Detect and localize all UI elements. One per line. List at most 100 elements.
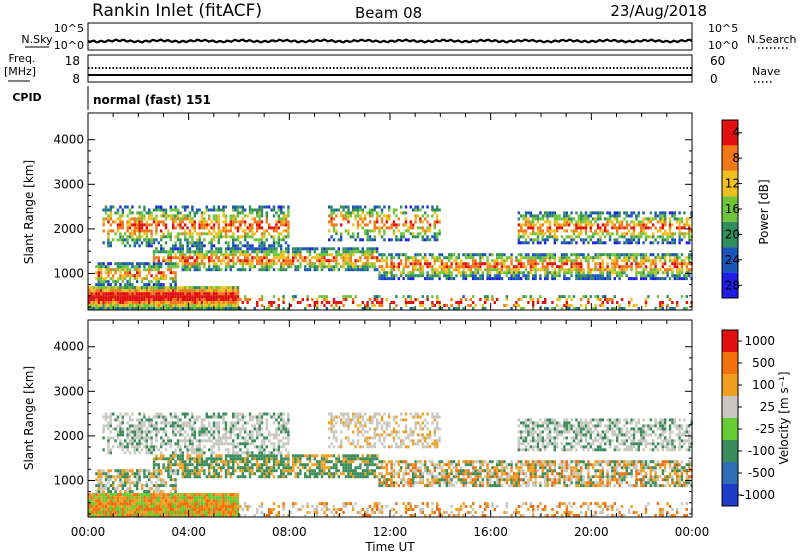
power-cell xyxy=(380,274,384,278)
power-cell xyxy=(102,223,105,227)
power-cell xyxy=(640,259,643,263)
power-cell xyxy=(596,226,600,230)
power-cell xyxy=(438,253,441,257)
power-cell xyxy=(517,241,520,245)
velocity-cell xyxy=(222,460,225,464)
power-cell xyxy=(193,244,196,248)
velocity-cell xyxy=(121,475,124,479)
power-cell xyxy=(176,211,180,215)
power-cell xyxy=(527,226,530,230)
power-cell xyxy=(114,280,117,284)
power-cell xyxy=(433,235,436,239)
power-cell xyxy=(114,286,117,290)
power-cell xyxy=(143,217,146,221)
velocity-cell xyxy=(164,484,168,488)
power-cell xyxy=(493,301,496,304)
power-cell xyxy=(378,253,381,257)
power-cell xyxy=(486,268,489,272)
power-cell xyxy=(582,295,585,299)
power-cell xyxy=(661,232,664,236)
power-cell xyxy=(460,262,463,266)
power-cell xyxy=(162,208,165,212)
power-cell xyxy=(109,298,112,301)
power-cell xyxy=(505,268,508,272)
velocity-cell xyxy=(193,472,196,476)
power-cell xyxy=(229,247,232,251)
velocity-cell xyxy=(196,508,199,511)
power-cell xyxy=(260,235,264,239)
power-cell xyxy=(436,235,439,239)
power-cell xyxy=(126,268,129,272)
velocity-cell xyxy=(208,502,211,506)
power-cell xyxy=(532,304,535,307)
power-cell xyxy=(150,268,153,272)
power-cell xyxy=(426,274,429,278)
power-cell xyxy=(160,214,163,218)
power-cell xyxy=(361,247,364,251)
power-cell xyxy=(138,232,141,236)
velocity-cell xyxy=(172,421,175,425)
power-cell xyxy=(126,220,129,224)
power-cell xyxy=(361,262,364,266)
power-cell xyxy=(215,250,218,254)
power-cell xyxy=(356,223,360,227)
power-cell xyxy=(500,265,504,269)
velocity-cell xyxy=(143,511,146,514)
power-cell xyxy=(524,241,528,245)
power-cell xyxy=(344,205,348,209)
power-cell xyxy=(594,229,597,233)
power-cell xyxy=(208,295,211,299)
power-cell xyxy=(445,262,448,266)
power-cell xyxy=(587,262,590,266)
velocity-cell xyxy=(220,442,223,446)
power-cell xyxy=(198,307,201,310)
power-cell xyxy=(157,271,160,275)
power-cell xyxy=(128,298,132,301)
velocity-cell xyxy=(124,481,127,485)
power-cell xyxy=(632,226,636,230)
velocity-cell xyxy=(128,469,132,473)
power-cell xyxy=(404,259,408,263)
power-cell xyxy=(388,226,391,230)
power-cell xyxy=(608,253,612,257)
power-cell xyxy=(265,238,268,242)
power-cell xyxy=(409,205,412,209)
power-cell xyxy=(217,289,220,293)
velocity-cell xyxy=(121,505,124,508)
power-cell xyxy=(656,271,660,275)
power-cell xyxy=(560,217,564,221)
power-cell xyxy=(188,292,192,296)
power-cell xyxy=(376,217,379,221)
power-cell xyxy=(193,265,196,269)
velocity-cell xyxy=(138,421,141,425)
velocity-cell xyxy=(220,475,223,479)
power-cell xyxy=(116,292,120,296)
velocity-cell xyxy=(140,442,144,446)
power-cell xyxy=(373,268,376,272)
power-cell xyxy=(575,211,578,215)
power-cell xyxy=(587,223,590,227)
velocity-cell xyxy=(172,499,175,503)
velocity-cell xyxy=(140,424,144,428)
velocity-cell xyxy=(107,436,110,440)
power-cell xyxy=(599,277,602,281)
velocity-cell xyxy=(191,511,194,514)
power-cell xyxy=(299,265,302,269)
power-cell xyxy=(448,268,451,272)
velocity-cell xyxy=(116,445,120,449)
power-cell xyxy=(253,307,256,310)
power-cell xyxy=(148,238,151,242)
power-cell xyxy=(635,235,638,239)
power-cell xyxy=(181,220,184,224)
power-cell xyxy=(320,250,324,254)
power-cell xyxy=(640,277,643,281)
power-cell xyxy=(184,253,187,257)
power-cell xyxy=(680,217,684,221)
power-cell xyxy=(481,253,484,257)
velocity-cell xyxy=(222,418,225,422)
power-cell xyxy=(256,253,259,257)
velocity-cell xyxy=(210,505,213,508)
power-cell xyxy=(313,301,316,304)
power-cell xyxy=(356,211,360,215)
power-cell xyxy=(196,262,199,266)
